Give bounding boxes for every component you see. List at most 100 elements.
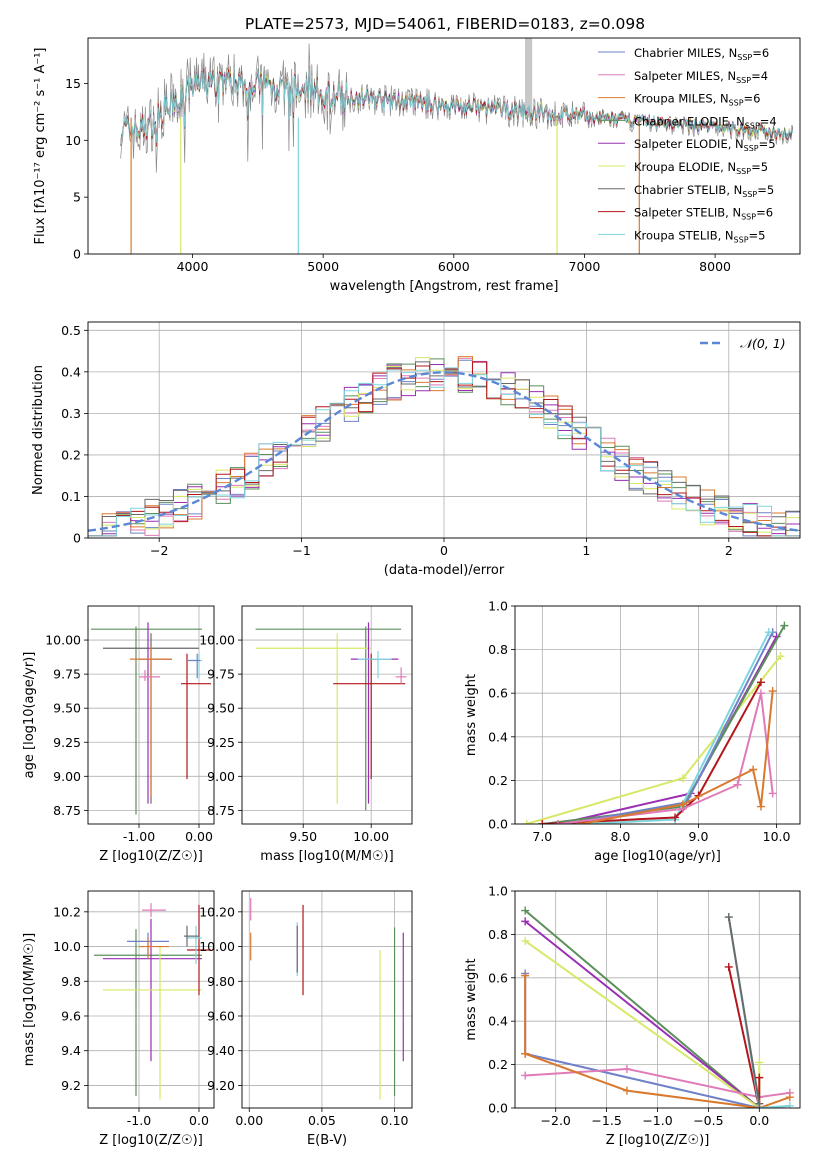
y-tick-label: 9.75 — [207, 667, 235, 682]
y-tick-label: 9.50 — [53, 701, 81, 716]
legend-label-name: Chabrier ELODIE, N — [634, 114, 745, 128]
legend-label: Kroupa MILES, NSSP=6 — [634, 92, 760, 108]
y-tick-label: 10.2 — [53, 904, 81, 919]
y-tick-label: 9.4 — [61, 1043, 81, 1058]
x-axis-label: Z [log10(Z/Z☉)] — [99, 1133, 203, 1148]
legend-label: Kroupa ELODIE, NSSP=5 — [634, 160, 768, 176]
mass-weight-marker — [764, 628, 773, 637]
y-tick-label: 0.1 — [61, 489, 81, 504]
y-axis-label: mass [log10(M/M☉)] — [22, 933, 37, 1066]
x-axis-label: E(B-V) — [307, 1133, 347, 1148]
plot-area-spectrum — [120, 38, 794, 254]
x-axis-label: Z [log10(Z/Z☉)] — [99, 849, 203, 864]
y-tick-label: 0.2 — [488, 1057, 508, 1072]
y-axis-label: Flux [fλ10⁻¹⁷ erg cm⁻² s⁻¹ A⁻¹] — [33, 48, 48, 245]
y-tick-label: 0.3 — [61, 406, 81, 421]
legend-label-subscript: SSP — [734, 235, 749, 244]
mass-weight-marker — [724, 913, 733, 922]
x-tick-label: −2 — [150, 543, 168, 558]
legend-label-value: =6 — [744, 92, 761, 106]
axes-frame — [87, 890, 215, 1109]
plot-area-weight-vs-Z — [521, 906, 794, 1108]
mass-weight-line — [524, 920, 760, 1108]
axes-frame — [87, 37, 801, 255]
y-tick-label: 9.6 — [61, 1008, 81, 1023]
legend-label: Kroupa STELIB, NSSP=5 — [634, 228, 765, 244]
y-tick-label: 8.75 — [207, 803, 235, 818]
axes-frame — [87, 605, 215, 825]
mass-weight-marker — [521, 1071, 530, 1080]
x-tick-label: −1.0 — [642, 1113, 672, 1128]
mass-weight-marker — [756, 689, 765, 698]
mass-weight-marker — [785, 1101, 794, 1108]
y-tick-label: 0 — [73, 247, 81, 262]
y-tick-label: 9.60 — [207, 1008, 235, 1023]
mass-weight-marker — [733, 780, 742, 789]
y-axis-label: Normed distribution — [31, 365, 46, 495]
y-tick-label: 0.0 — [488, 1101, 508, 1116]
y-tick-label: 9.8 — [61, 974, 81, 989]
legend-label-name: Kroupa ELODIE, N — [634, 160, 736, 174]
legend-label: Chabrier ELODIE, NSSP=4 — [634, 114, 777, 130]
mass-weight-marker — [755, 1099, 764, 1108]
mass-weight-marker — [553, 820, 562, 824]
mass-weight-marker — [768, 687, 777, 696]
axes-age-vs-Z: -1.00 0.00 8.75 9.00 9.25 9.50 9.75 10.00 Z [log… — [22, 605, 215, 864]
y-axis-label: age [log10(age/yr)] — [22, 652, 37, 779]
y-tick-label: 0 — [73, 531, 81, 546]
y-axis-label: mass weight — [464, 674, 479, 756]
plot-area-mass-vs-Z — [94, 903, 211, 1100]
mass-weight-marker — [671, 813, 680, 822]
mass-weight-marker — [521, 906, 530, 915]
legend-label-value: =4 — [751, 69, 768, 83]
axes-weight-vs-age: 7.0 8.0 9.0 10.0 0.0 0.2 0.4 0.6 0.8 1.0 age [log1… — [464, 599, 801, 864]
x-tick-label: 2 — [725, 543, 733, 558]
x-tick-label: 8000 — [699, 259, 731, 274]
residual-histogram — [88, 356, 800, 538]
mass-weight-marker — [768, 789, 777, 798]
y-tick-label: 0.4 — [61, 364, 81, 379]
x-tick-label: 6000 — [438, 259, 470, 274]
y-tick-label: 5 — [73, 190, 81, 205]
axes-mass-vs-EBV: 0.00 0.05 0.10 9.20 9.40 9.60 9.80 10.00 10.20 E(… — [199, 890, 413, 1148]
plot-area-mass-vs-EBV — [250, 897, 404, 1100]
x-tick-label: 0 — [440, 543, 448, 558]
x-tick-label: 1 — [582, 543, 590, 558]
mass-weight-line — [727, 966, 761, 1108]
y-tick-label: 1.0 — [488, 884, 508, 899]
legend-label-name: Kroupa STELIB, N — [634, 228, 734, 242]
x-axis-label: mass [log10(M/M☉)] — [260, 849, 393, 864]
mass-weight-marker — [755, 1073, 764, 1082]
y-tick-label: 10 — [65, 133, 81, 148]
x-tick-label: 8.0 — [610, 829, 630, 844]
normal-reference-curve — [88, 371, 800, 532]
legend-label-subscript: SSP — [736, 76, 751, 85]
y-tick-label: 1.0 — [488, 599, 508, 614]
y-tick-label: 0.8 — [488, 642, 508, 657]
x-tick-label: 0.10 — [381, 1113, 409, 1128]
axes-weight-vs-Z: −2.0 −1.5 −1.0 −0.5 0.0 0.0 0.2 0.4 0.6 0.8 1.0 Z [… — [464, 884, 801, 1148]
mass-weight-marker — [538, 820, 547, 824]
y-tick-label: 10.00 — [45, 633, 81, 648]
mass-weight-marker — [521, 936, 530, 945]
y-tick-label: 10.0 — [53, 939, 81, 954]
mass-weight-marker — [776, 652, 785, 661]
legend-label-value: =4 — [760, 114, 777, 128]
mass-weight-marker — [521, 971, 530, 980]
masked-emission-region — [524, 38, 533, 118]
mass-weight-line — [524, 909, 760, 1108]
y-tick-label: 9.50 — [207, 701, 235, 716]
plot-area-weight-vs-age — [522, 621, 789, 824]
axes-frame — [241, 890, 413, 1109]
mass-weight-marker — [724, 962, 733, 971]
axes-spectrum: 4000 5000 6000 7000 8000 0 5 10 15 wavelength [An… — [33, 37, 801, 294]
legend-label-subscript: SSP — [742, 190, 757, 199]
legend-label: Chabrier MILES, NSSP=6 — [634, 46, 769, 62]
mass-weight-marker — [577, 820, 586, 824]
legend-label-subscript: SSP — [741, 213, 756, 222]
plot-area-residuals — [88, 356, 800, 538]
legend-label-value: =5 — [757, 183, 774, 197]
x-tick-label: −0.5 — [693, 1113, 723, 1128]
